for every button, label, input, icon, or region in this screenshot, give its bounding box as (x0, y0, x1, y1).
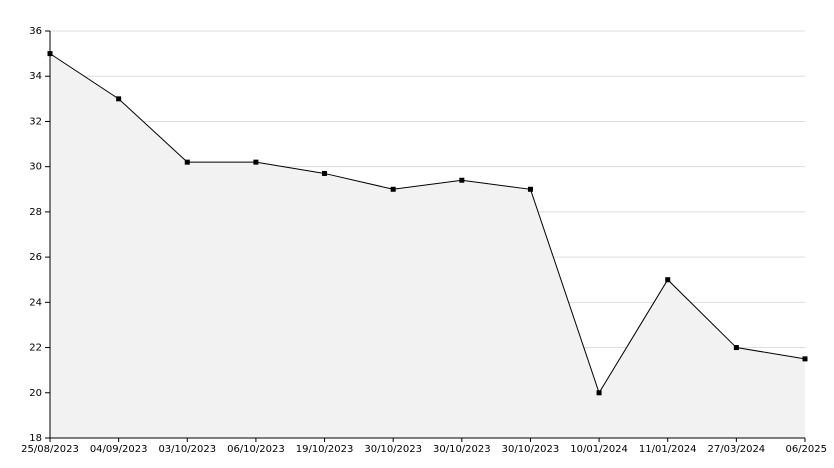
y-tick-label: 26 (29, 252, 42, 263)
y-tick-label: 28 (29, 207, 42, 218)
y-tick-label: 32 (29, 116, 42, 127)
y-tick-label: 24 (29, 297, 42, 308)
x-tick-label: 25/08/2023 (21, 444, 79, 455)
point (116, 96, 122, 102)
y-tick-label: 20 (29, 388, 42, 399)
x-tick-label: 27/03/2024 (708, 444, 766, 455)
point (527, 186, 533, 192)
x-tick-label: 06/10/2023 (227, 444, 285, 455)
x-tick-label: 30/10/2023 (433, 444, 491, 455)
point (802, 356, 808, 362)
area (50, 53, 805, 438)
x-tick-label: 30/10/2023 (364, 444, 422, 455)
point (596, 390, 602, 396)
point (733, 345, 739, 351)
point (390, 186, 396, 192)
y-tick-label: 22 (29, 343, 42, 354)
x-tick-label: 04/09/2023 (90, 444, 148, 455)
x-tick-label: 19/10/2023 (296, 444, 354, 455)
y-tick-label: 30 (29, 162, 42, 173)
x-tick-label: 06/2025 (785, 444, 827, 455)
y-tick-label: 34 (29, 71, 42, 82)
point (184, 159, 190, 165)
x-tick-label: 30/10/2023 (502, 444, 560, 455)
y-tick-label: 36 (29, 26, 42, 37)
x-tick-label: 11/01/2024 (639, 444, 697, 455)
x-tick-label: 03/10/2023 (158, 444, 216, 455)
point (253, 159, 259, 165)
x-tick-label: 10/01/2024 (570, 444, 628, 455)
point (459, 177, 465, 183)
y-tick-label: 18 (29, 433, 42, 444)
point (665, 277, 671, 283)
line (49, 53, 806, 394)
point (322, 170, 328, 176)
